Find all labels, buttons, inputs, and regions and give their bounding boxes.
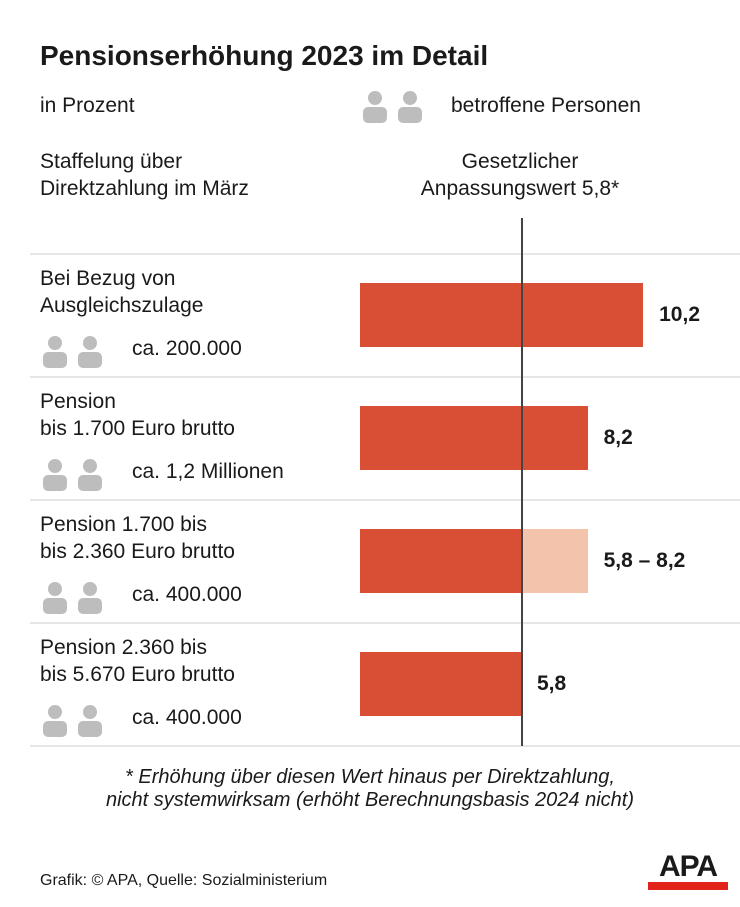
category-line: Bei Bezug von [40,267,176,290]
category-label: Pension 2.360 bis bis 5.670 Euro brutto [40,634,235,688]
persons-count: ca. 200.000 [132,337,242,360]
category-line: Ausgleichszulage [40,294,204,317]
legend-label: betroffene Personen [451,94,641,117]
data-label: 5,8 – 8,2 [603,549,686,572]
persons-icon [40,333,110,374]
persons-count: ca. 1,2 Millionen [132,460,284,483]
category-line: Pension 2.360 bis [40,636,207,659]
chart-title: Pensionserhöhung 2023 im Detail [40,40,489,71]
footnote-line: * Erhöhung über diesen Wert hinaus per D… [125,766,615,788]
category-line: Pension 1.700 bis [40,513,207,536]
left-column-header: Staffelung über Direktzahlung im März [40,148,249,202]
reference-line [521,218,523,746]
footnote-line: nicht systemwirksam (erhöht Berechnungsb… [105,789,635,811]
unit-label: in Prozent [40,94,135,117]
data-label: 5,8 [537,672,567,695]
category-line: bis 2.360 Euro brutto [40,540,235,563]
data-label: 8,2 [603,426,633,449]
persons-icon [360,88,430,124]
category-label: Pension 1.700 bis bis 2.360 Euro brutto [40,511,235,565]
footnote: * Erhöhung über diesen Wert hinaus per D… [0,766,740,812]
persons-count: ca. 400.000 [132,706,242,729]
bar-direct-payment [521,529,588,593]
row-divider [30,376,740,378]
header-line: Gesetzlicher [461,150,579,173]
bar [360,283,644,347]
row-divider [30,499,740,501]
persons-icon [40,702,110,743]
header-line: Anpassungswert 5,8* [420,177,620,200]
row-divider [30,253,740,255]
bar [360,406,588,470]
row-divider [30,745,740,747]
category-label: Pension bis 1.700 Euro brutto [40,388,235,442]
header-line: Staffelung über [40,150,183,173]
persons-icon [40,579,110,620]
persons-icon [40,456,110,497]
apa-logo: APA [648,852,728,890]
data-label: 10,2 [659,303,700,326]
reference-header: Gesetzlicher Anpassungswert 5,8* [380,148,660,202]
row-divider [30,622,740,624]
bar [360,529,521,593]
bar [360,652,521,716]
persons-count: ca. 400.000 [132,583,242,606]
category-label: Bei Bezug von Ausgleichszulage [40,265,203,319]
category-line: Pension [40,390,116,413]
category-line: bis 5.670 Euro brutto [40,663,235,686]
source: Grafik: © APA, Quelle: Sozialministerium [40,872,328,889]
header-line: Direktzahlung im März [40,177,249,200]
category-line: bis 1.700 Euro brutto [40,417,235,440]
